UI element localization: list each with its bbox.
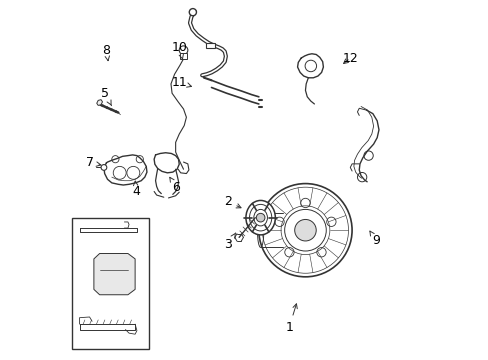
Text: 6: 6	[169, 177, 180, 194]
Circle shape	[258, 184, 351, 277]
Text: 11: 11	[171, 76, 191, 89]
Text: 2: 2	[223, 195, 241, 208]
Text: 12: 12	[342, 51, 357, 64]
Text: 4: 4	[132, 181, 140, 198]
Text: 3: 3	[224, 233, 235, 251]
Bar	[205, 43, 215, 48]
Circle shape	[294, 220, 316, 241]
Text: 1: 1	[285, 304, 297, 333]
Text: 7: 7	[85, 156, 101, 169]
Text: 10: 10	[171, 41, 187, 59]
Polygon shape	[97, 100, 102, 105]
Circle shape	[101, 165, 106, 170]
Ellipse shape	[245, 201, 275, 235]
Text: 9: 9	[369, 231, 380, 247]
Bar	[72, 218, 149, 348]
Bar	[180, 53, 187, 59]
Polygon shape	[94, 253, 135, 295]
Text: 8: 8	[102, 44, 110, 61]
Text: 5: 5	[101, 87, 111, 106]
Circle shape	[189, 9, 196, 16]
Polygon shape	[104, 257, 130, 291]
Circle shape	[256, 213, 264, 222]
